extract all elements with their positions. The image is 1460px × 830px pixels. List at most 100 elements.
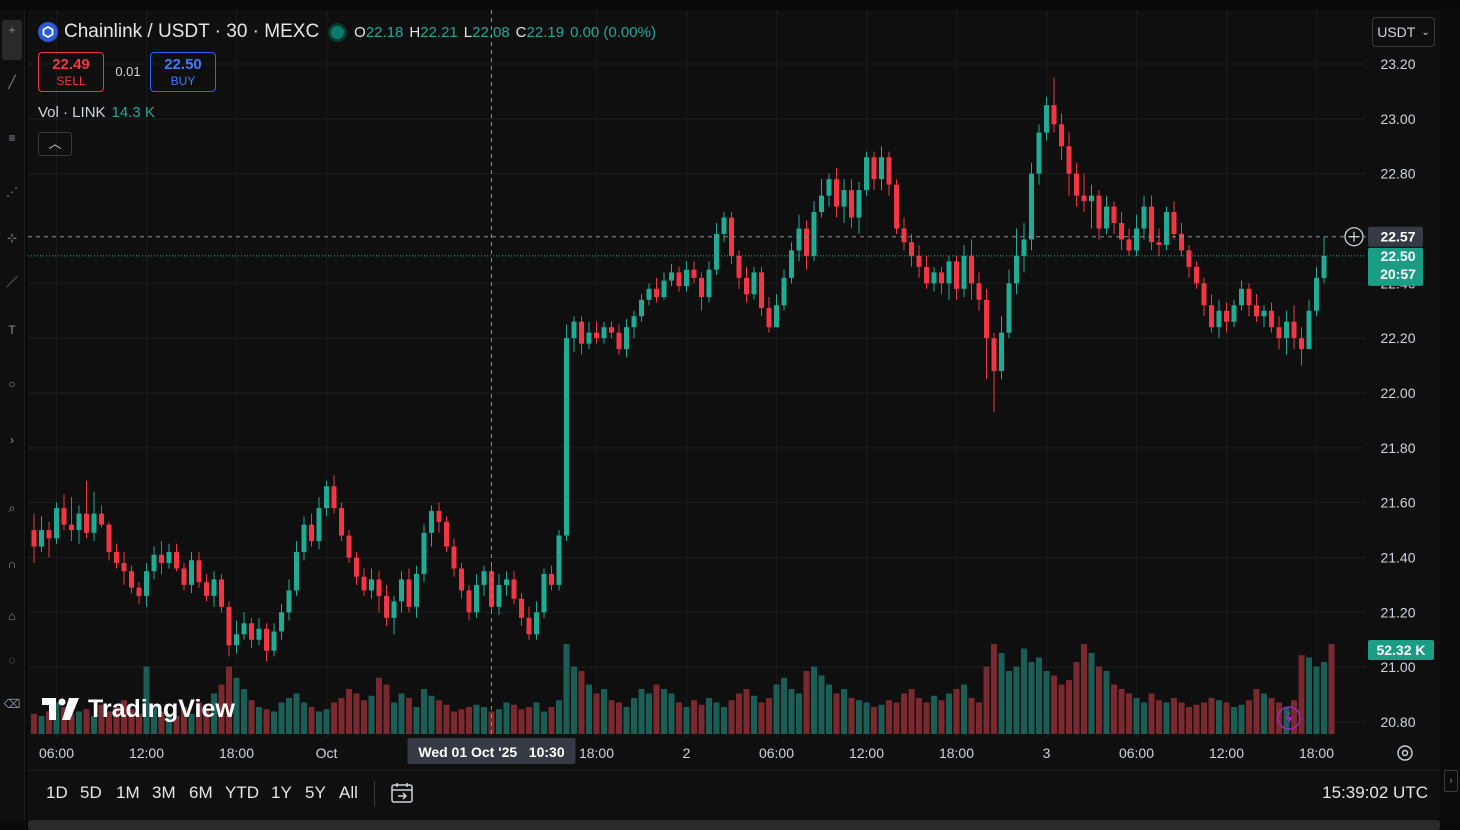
candle-body [1006,283,1012,333]
volume-bar [263,709,270,734]
volume-bar [953,689,960,734]
volume-bar [31,713,37,734]
date-range-icon[interactable] [390,781,414,805]
candle-body [901,228,907,243]
chevron-up-icon: ︿ [48,136,62,151]
add-alert-button[interactable] [1344,227,1364,247]
volume-bar [331,702,337,734]
crosshair-tool-icon[interactable]: + [2,20,22,60]
volume-bar [481,707,487,734]
tradingview-logo[interactable]: TradingView [42,694,235,724]
pattern-tool-icon[interactable]: ⋰ [6,185,18,199]
trend-line-icon[interactable]: ╱ [8,75,16,89]
symbol-header: Chainlink / USDT · 30 · MEXC O 22.18 H 22.… [38,20,656,44]
lock-tool-icon[interactable]: ⌂ [8,609,16,623]
candle-body [879,157,884,180]
volume-bar [1328,644,1335,734]
volume-bar [241,689,247,734]
candle-body [121,562,127,572]
candle-body [316,508,322,542]
range-5d[interactable]: 5D [80,783,102,802]
chart-pane[interactable]: 23.2023.0022.8022.4022.2022.0021.8021.60… [28,10,1440,770]
time-axis[interactable]: 06:00 12:00 18:00 Oct 18:00 2 06:00 12:00 18:00 3… [39,745,1334,761]
fib-tool-icon[interactable]: ≡ [8,131,16,145]
volume-legend[interactable]: Vol · LINK 14.3 K [38,104,155,121]
brush-tool-icon[interactable]: ／ [5,275,18,289]
symbol-title[interactable]: Chainlink / USDT · 30 · MEXC [64,21,320,42]
emoji-tool-icon[interactable]: ○ [8,377,16,391]
tradingview-mark-icon [42,698,79,720]
lightning-icon[interactable] [1277,706,1301,730]
candle-body [1156,242,1162,245]
eye-tool-icon[interactable]: ◌ [8,653,16,667]
market-status-icon[interactable] [331,25,345,39]
volume-bar [323,709,330,734]
candle-body [916,255,922,267]
ohlc-open-value: 22.18 [365,23,404,41]
axis-settings-icon[interactable] [1397,745,1413,761]
candle-body [969,255,974,284]
candle-body [1209,305,1214,328]
volume-bar [496,709,502,734]
candle-body [1164,212,1169,245]
current-price-label: 22.50 20:57 [1368,247,1423,286]
candle-body [1104,206,1109,229]
range-1m[interactable]: 1M [116,783,140,802]
volume-bar [61,707,67,734]
range-1d[interactable]: 1D [46,783,68,802]
chevron-right-icon[interactable]: › [1444,770,1458,792]
volume-bar [106,711,112,734]
text-tool-icon[interactable]: T [8,323,16,337]
candle-body [976,283,982,300]
range-ytd[interactable]: YTD [225,783,259,802]
volume-bar [1066,680,1072,734]
price-axis[interactable]: 23.2023.0022.8022.4022.2022.0021.8021.60… [1380,56,1415,730]
buy-price: 22.50 [164,56,202,73]
trash-tool-icon[interactable]: ⌫ [3,697,21,711]
candle-body [144,571,149,596]
utc-clock[interactable]: 15:39:02 UTC [1322,783,1428,802]
candle-body [196,560,202,583]
volume-bar [526,707,532,734]
collapse-legend-button[interactable]: ︿ [38,132,72,156]
ruler-tool-icon[interactable]: › [10,433,14,447]
candle-body [1036,132,1042,174]
volume-bar [128,709,135,734]
volume-bar [1043,671,1050,734]
buy-button[interactable]: 22.50 BUY [150,52,216,92]
volume-bar [803,671,810,734]
zoom-tool-icon[interactable]: ⌕ [8,501,16,515]
range-all[interactable]: All [339,783,358,802]
volume-bar [466,707,472,734]
volume-bar [706,698,712,734]
volume-bar [503,702,510,734]
sell-button[interactable]: 22.49 SELL [38,52,104,92]
candle-body [841,190,847,207]
volume-bar [976,702,982,734]
volume-bar [533,702,540,734]
volume-bar [173,716,180,734]
range-3m[interactable]: 3M [152,783,176,802]
currency-select[interactable]: USDT ⌄ [1372,17,1435,47]
crosshair-time-label: Wed 01 Oct '25 10:30 [407,738,576,764]
volume-bar [151,704,157,734]
candle-body [369,579,374,591]
volume-bar [398,693,405,734]
time-tick-label: 2 [683,745,691,761]
candle-body [1141,206,1147,229]
range-5y[interactable]: 5Y [305,783,326,802]
range-6m[interactable]: 6M [189,783,213,802]
volume-bar [301,702,307,734]
volume-bar [338,698,345,734]
volume-bar [638,689,645,734]
candle-body [129,571,134,588]
volume-bar [826,684,832,734]
prediction-tool-icon[interactable]: ⊹ [6,231,18,245]
price-chart[interactable]: 23.2023.0022.8022.4022.2022.0021.8021.60… [28,10,1440,770]
range-1y[interactable]: 1Y [271,783,292,802]
volume-bar [886,700,892,734]
volume-bar [518,709,525,734]
volume-bar [1133,698,1140,734]
price-tick-label: 22.20 [1380,330,1415,346]
magnet-tool-icon[interactable]: ∩ [7,557,17,571]
